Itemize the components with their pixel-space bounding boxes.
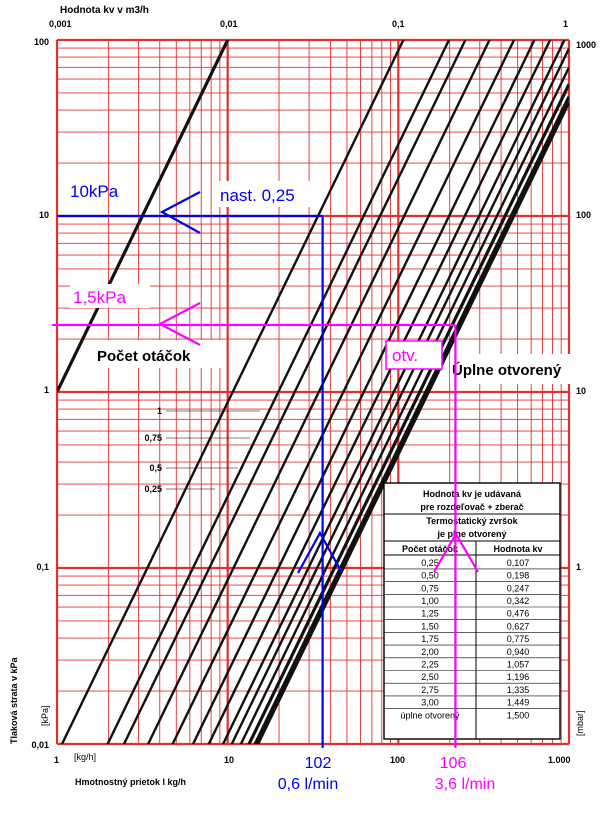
kv-curve — [221, 40, 566, 744]
table-cell-kv: 0,107 — [507, 558, 530, 568]
turn-label: 0,75 — [144, 433, 162, 443]
top-axis-title: Hodnota kv v m3/h — [60, 5, 149, 16]
blue-flow-kg-label: 102 — [305, 755, 332, 772]
kv-curve — [247, 83, 569, 744]
bottom-axis-title: Hmotnostný prietok l kg/h — [75, 777, 186, 787]
table-header-text: je plne otvorený — [436, 529, 506, 539]
kv-curve — [60, 40, 405, 744]
table-header-text: Termostatický zvršok — [426, 516, 518, 526]
kv-curve — [207, 40, 552, 744]
table-column-header: Počet otáčok — [402, 544, 459, 554]
table-header-text: pre rozdeľovač + zberač — [420, 502, 523, 512]
bottom-unit: [kg/h] — [74, 752, 96, 762]
bottom-tick-label: 100 — [390, 755, 405, 765]
top-tick-label: 0,1 — [392, 19, 405, 29]
table-cell-kv: 1,196 — [507, 672, 530, 682]
top-tick-label: 0,001 — [49, 19, 72, 29]
kv-curve — [191, 40, 536, 744]
left-unit: [kPa] — [40, 705, 50, 726]
turn-label: 1 — [157, 406, 162, 416]
right-tick-label: 100 — [576, 210, 591, 220]
table-cell-turns: 2,00 — [421, 647, 439, 657]
magenta-pressure-label: 1,5kPa — [73, 288, 126, 307]
turn-label: 0,25 — [144, 484, 162, 494]
kv-table: Hodnota kv je udávaná pre rozdeľovač + zb… — [383, 482, 561, 740]
right-tick-label: 1000 — [576, 40, 596, 50]
table-cell-turns: 0,50 — [421, 571, 439, 581]
kv-curves — [57, 40, 569, 744]
bottom-tick-labels: 1 10 100 1.000 — [54, 755, 571, 765]
magenta-arrow-left — [157, 302, 201, 346]
left-tick-label: 0,1 — [36, 562, 49, 572]
magenta-annotation: 1,5kPa otv. 106 3,6 l/min — [52, 284, 495, 793]
left-tick-labels: 100 10 1 0,1 0,01 — [31, 37, 49, 750]
table-cell-kv: 1,057 — [507, 660, 530, 670]
left-tick-label: 1 — [44, 385, 49, 395]
table-cell-kv: 0,940 — [507, 647, 530, 657]
table-header-text: Hodnota kv je udávaná — [423, 489, 522, 499]
magenta-flow-kg-label: 106 — [440, 755, 467, 772]
right-tick-label: 1 — [576, 562, 581, 572]
kv-curve — [230, 47, 569, 744]
top-tick-label: 1 — [563, 19, 568, 29]
blue-annotation: 10kPa nast. 0,25 102 0,6 l/min — [57, 181, 343, 793]
table-cell-kv: 1,335 — [507, 685, 530, 695]
table-cell-turns: 1,75 — [421, 634, 439, 644]
kv-curve — [106, 40, 451, 744]
table-column-header: Hodnota kv — [493, 544, 542, 554]
blue-flow-lmin-label: 0,6 l/min — [278, 776, 338, 793]
table-cell-turns: 0,75 — [421, 583, 439, 593]
blue-arrow-left — [159, 191, 201, 234]
turns-label: Počet otáčok — [97, 348, 191, 365]
kv-curve — [57, 40, 230, 393]
blue-arrow-up — [297, 530, 343, 574]
fully-open-label: Úplne otvorený — [452, 361, 562, 379]
table-cell-turns: 2,50 — [421, 672, 439, 682]
left-axis-title: Tlaková strata v kPa — [9, 656, 19, 744]
kv-curve — [171, 40, 516, 744]
blue-pressure-label: 10kPa — [70, 182, 119, 201]
table-cell-kv: 0,247 — [507, 583, 530, 593]
table-cell-kv: 1,449 — [507, 698, 530, 708]
left-tick-label: 10 — [39, 210, 49, 220]
left-tick-label: 0,01 — [31, 740, 49, 750]
bottom-tick-label: 1.000 — [548, 755, 571, 765]
table-cell-kv: 0,627 — [507, 621, 530, 631]
table-cell-kv: 0,342 — [507, 596, 530, 606]
right-tick-label: 10 — [576, 386, 586, 396]
table-cell-turns: 3,00 — [421, 698, 439, 708]
bottom-tick-label: 10 — [224, 755, 234, 765]
left-tick-label: 100 — [34, 37, 49, 47]
right-unit: [mbar] — [575, 710, 585, 736]
table-cell-kv: 1,500 — [507, 710, 530, 720]
blue-setting-label: nast. 0,25 — [220, 186, 295, 205]
top-tick-labels: 0,001 0,01 0,1 1 — [49, 19, 568, 29]
table-cell-turns: 0,25 — [421, 558, 439, 568]
bottom-tick-label: 1 — [54, 755, 59, 765]
table-cell-kv: 0,198 — [507, 571, 530, 581]
table-cell-kv: 0,775 — [507, 634, 530, 644]
right-tick-labels: 1000 100 10 1 — [576, 40, 596, 572]
kv-curve — [253, 95, 569, 744]
magenta-flow-lmin-label: 3,6 l/min — [435, 776, 495, 793]
turn-label: 0,5 — [149, 463, 162, 473]
table-cell-turns: 1,00 — [421, 596, 439, 606]
magenta-setting-label: otv. — [392, 346, 418, 365]
table-cell-turns: 1,50 — [421, 621, 439, 631]
kv-curve — [122, 40, 467, 744]
kv-curve — [239, 66, 569, 744]
table-cell-kv: 0,476 — [507, 609, 530, 619]
table-cell-turns: 2,25 — [421, 660, 439, 670]
table-cell-turns: úplne otvorený — [400, 710, 460, 720]
kv-curve — [146, 40, 491, 744]
top-tick-label: 0,01 — [220, 19, 238, 29]
kv-curve — [255, 101, 569, 744]
table-cell-turns: 2,75 — [421, 685, 439, 695]
table-cell-turns: 1,25 — [421, 609, 439, 619]
turn-labels: 1 0,75 0,5 0,25 — [144, 406, 260, 494]
magenta-arrow-up — [433, 531, 479, 573]
